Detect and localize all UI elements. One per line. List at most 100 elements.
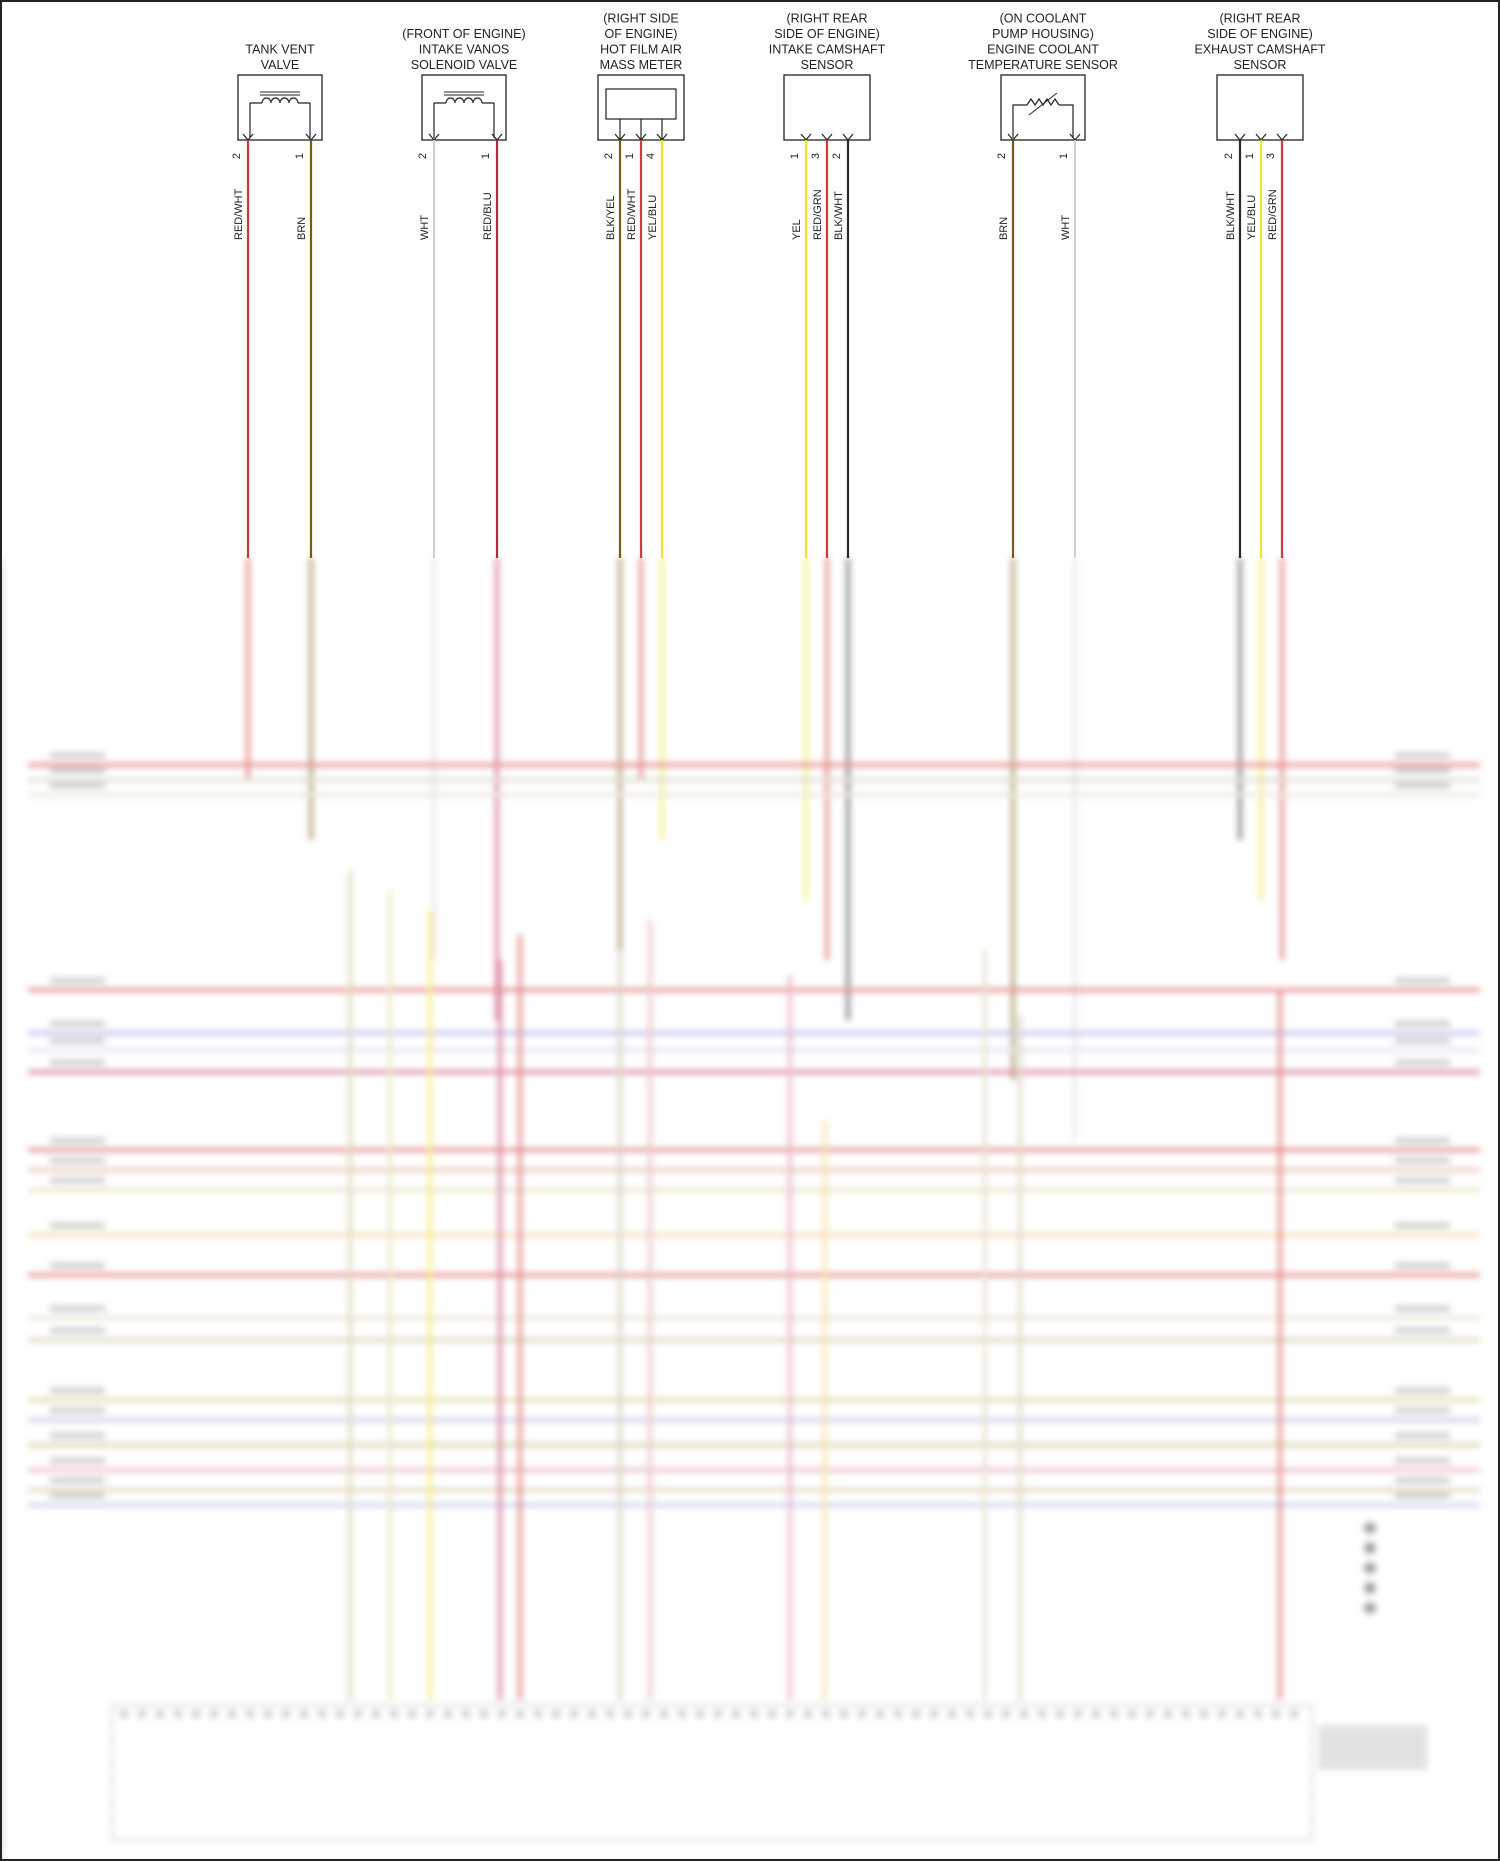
- component-label: MASS METER: [600, 58, 683, 72]
- blurred-label: [50, 1433, 105, 1438]
- wire-color-label: WHT: [1060, 215, 1072, 240]
- blurred-pin: [894, 1710, 902, 1718]
- component-label: INTAKE VANOS: [419, 43, 510, 57]
- blurred-pin: [354, 1710, 362, 1718]
- blurred-label: [50, 1138, 105, 1143]
- blurred-label: [1395, 1263, 1450, 1268]
- blurred-pin: [840, 1710, 848, 1718]
- blurred-label: [50, 783, 105, 788]
- blurred-pin: [1020, 1710, 1028, 1718]
- pin-number: 1: [480, 153, 492, 159]
- component-label: ENGINE COOLANT: [987, 43, 1099, 57]
- blurred-label: [50, 1388, 105, 1393]
- blurred-pin: [480, 1710, 488, 1718]
- blurred-label: [1395, 1458, 1450, 1463]
- blurred-pin: [912, 1710, 920, 1718]
- blurred-pin: [1110, 1710, 1118, 1718]
- component-label: SENSOR: [1234, 58, 1287, 72]
- pin: 1 WHT: [1058, 133, 1081, 558]
- blurred-pin: [768, 1710, 776, 1718]
- wire-color-label: BLK/WHT: [833, 191, 845, 240]
- blurred-pin: [1164, 1710, 1172, 1718]
- blurred-label: [1395, 1021, 1450, 1026]
- blurred-label: [50, 1328, 105, 1333]
- blurred-pin: [498, 1710, 506, 1718]
- blurred-ground: [1364, 1582, 1376, 1594]
- pin: 2 BLK/WHT: [831, 133, 854, 558]
- blurred-pin: [1182, 1710, 1190, 1718]
- blurred-pin: [516, 1710, 524, 1718]
- blurred-label: [1395, 1138, 1450, 1143]
- wire-color-label: BLK/WHT: [1225, 191, 1237, 240]
- wire-color-label: RED/GRN: [812, 189, 824, 240]
- pin: 3 RED/GRN: [1265, 133, 1288, 558]
- blurred-label: [1395, 1328, 1450, 1333]
- pin: 2 RED/WHT: [231, 133, 254, 558]
- pin: 2 WHT: [417, 133, 440, 558]
- blurred-module: [111, 1704, 1313, 1841]
- blurred-pin: [210, 1710, 218, 1718]
- blurred-ground: [1364, 1562, 1376, 1574]
- wire-color-label: RED/BLU: [482, 192, 494, 240]
- wire-color-label: RED/WHT: [233, 188, 245, 240]
- component-label: TEMPERATURE SENSOR: [968, 58, 1118, 72]
- component-label: SENSOR: [801, 58, 854, 72]
- component-label: SIDE OF ENGINE): [774, 27, 880, 41]
- blurred-harness-region: [1, 558, 1480, 1860]
- blurred-pin: [804, 1710, 812, 1718]
- blurred-pin: [678, 1710, 686, 1718]
- blurred-pin: [534, 1710, 542, 1718]
- blurred-label: [1318, 1725, 1428, 1770]
- component-label: PUMP HOUSING): [992, 27, 1094, 41]
- blurred-pin: [984, 1710, 992, 1718]
- blurred-pin: [876, 1710, 884, 1718]
- wire-color-label: WHT: [419, 215, 431, 240]
- blurred-label: [1395, 1060, 1450, 1065]
- blurred-label: [1395, 1158, 1450, 1163]
- component-box: [1216, 74, 1304, 141]
- pin-number: 1: [294, 153, 306, 159]
- component-label: VALVE: [261, 58, 299, 72]
- blurred-label: [50, 1478, 105, 1483]
- pin: 4 YEL/BLU: [645, 133, 668, 558]
- blurred-label: [1395, 978, 1450, 983]
- pin-number: 1: [624, 153, 636, 159]
- blurred-pin: [174, 1710, 182, 1718]
- pin-number: 2: [603, 153, 615, 159]
- pin-number: 3: [1265, 153, 1277, 159]
- blurred-pin: [228, 1710, 236, 1718]
- component-box: [421, 74, 507, 141]
- blurred-pin: [1092, 1710, 1100, 1718]
- blurred-pin: [444, 1710, 452, 1718]
- pin-number: 2: [231, 153, 243, 159]
- pin-number: 2: [996, 153, 1008, 159]
- blurred-label: [50, 1306, 105, 1311]
- blurred-pin: [246, 1710, 254, 1718]
- blurred-label: [1395, 1038, 1450, 1043]
- blurred-pin: [336, 1710, 344, 1718]
- wire-color-label: RED/WHT: [626, 188, 638, 240]
- pin: 1 RED/WHT: [624, 133, 647, 558]
- blurred-label: [1395, 1223, 1450, 1228]
- component-label: (RIGHT REAR: [786, 12, 867, 26]
- wire-color-label: YEL/BLU: [647, 195, 659, 240]
- blurred-label: [1395, 768, 1450, 773]
- blurred-pin: [624, 1710, 632, 1718]
- blurred-pin: [696, 1710, 704, 1718]
- blurred-pin: [1218, 1710, 1226, 1718]
- blurred-pin: [390, 1710, 398, 1718]
- blurred-label: [50, 1178, 105, 1183]
- blurred-label: [50, 1021, 105, 1026]
- blurred-pin: [660, 1710, 668, 1718]
- solenoid-coil-icon: [433, 91, 495, 138]
- blurred-label: [1395, 1478, 1450, 1483]
- blurred-pin: [1146, 1710, 1154, 1718]
- blurred-pin: [1056, 1710, 1064, 1718]
- component-box: [1000, 74, 1086, 141]
- blurred-pin: [372, 1710, 380, 1718]
- pin: 1 YEL/BLU: [1244, 133, 1267, 558]
